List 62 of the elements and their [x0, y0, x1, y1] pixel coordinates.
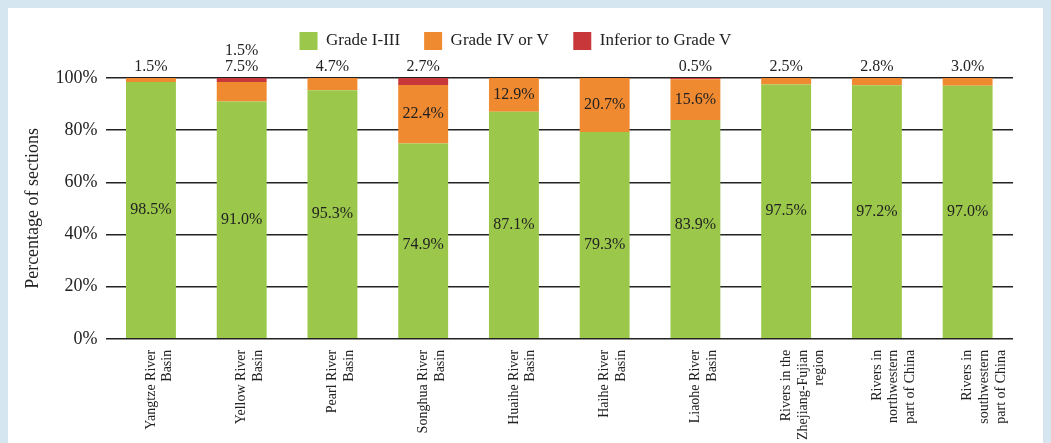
legend-label: Grade I-III	[326, 30, 401, 50]
bar	[942, 85, 993, 339]
data-label: 12.9%	[493, 85, 535, 103]
bar	[398, 85, 449, 144]
bar	[216, 101, 267, 339]
y-tick-label: 20%	[64, 275, 98, 296]
data-label: 2.8%	[860, 57, 894, 75]
bar	[216, 81, 267, 102]
x-tick-label: Liaohe River Basin	[687, 349, 719, 424]
data-label: 1.5%	[225, 41, 259, 59]
y-tick-label: 40%	[64, 223, 98, 244]
data-label: 91.0%	[221, 209, 263, 227]
legend-label: Grade IV or V	[450, 30, 550, 50]
x-tick-label: Rivers in the Zhejiang-Fujian region	[777, 349, 827, 440]
data-label: 1.5%	[134, 57, 168, 75]
x-tick-label: Huaihe River Basin	[505, 349, 538, 425]
data-label: 98.5%	[130, 200, 172, 218]
y-axis-title: Percentage of sections	[21, 127, 42, 289]
bar	[761, 78, 812, 85]
data-label: 2.5%	[769, 57, 803, 75]
x-tick-label: Yellow River Basin	[233, 349, 266, 425]
bar	[670, 119, 721, 339]
data-label: 3.0%	[950, 57, 985, 75]
bar	[488, 111, 539, 339]
data-label: 97.0%	[946, 202, 989, 220]
bar	[307, 78, 358, 91]
data-label: 74.9%	[402, 234, 444, 252]
bar	[579, 78, 630, 132]
y-tick-label: 80%	[64, 118, 98, 139]
bar	[942, 78, 993, 86]
data-label: 22.4%	[402, 104, 444, 122]
data-label: 2.7%	[406, 57, 440, 75]
data-label: 83.9%	[674, 214, 717, 232]
data-label: 15.6%	[674, 89, 717, 107]
bar	[670, 79, 721, 120]
data-label: 97.2%	[856, 201, 898, 219]
bar	[579, 131, 630, 339]
x-tick-label: Haihe River Basin	[596, 349, 629, 418]
data-label: 97.5%	[765, 201, 807, 219]
bar	[398, 78, 449, 86]
bar	[307, 90, 358, 339]
data-label: 4.7%	[315, 57, 350, 75]
x-tick-label: Yangtze River Basin	[142, 349, 175, 430]
bar	[398, 143, 449, 339]
x-tick-label: Pearl River Basin	[324, 349, 356, 414]
data-label: 20.7%	[584, 95, 626, 113]
bar	[761, 84, 812, 339]
data-label: 87.1%	[493, 214, 535, 232]
data-label: 95.3%	[311, 204, 354, 222]
y-tick-label: 100%	[55, 66, 98, 87]
x-tick-label: Songhua River Basin	[414, 349, 447, 434]
y-tick-label: 60%	[64, 171, 98, 192]
y-tick-label: 0%	[73, 327, 98, 348]
bar	[851, 78, 902, 86]
bar	[851, 85, 902, 339]
bar	[126, 81, 176, 339]
data-label: 0.5%	[678, 57, 713, 75]
data-label: 79.3%	[584, 234, 626, 252]
data-label: 7.5%	[225, 57, 259, 75]
bar	[216, 78, 267, 82]
legend-label: Inferior to Grade V	[599, 30, 732, 50]
bar	[126, 78, 176, 82]
